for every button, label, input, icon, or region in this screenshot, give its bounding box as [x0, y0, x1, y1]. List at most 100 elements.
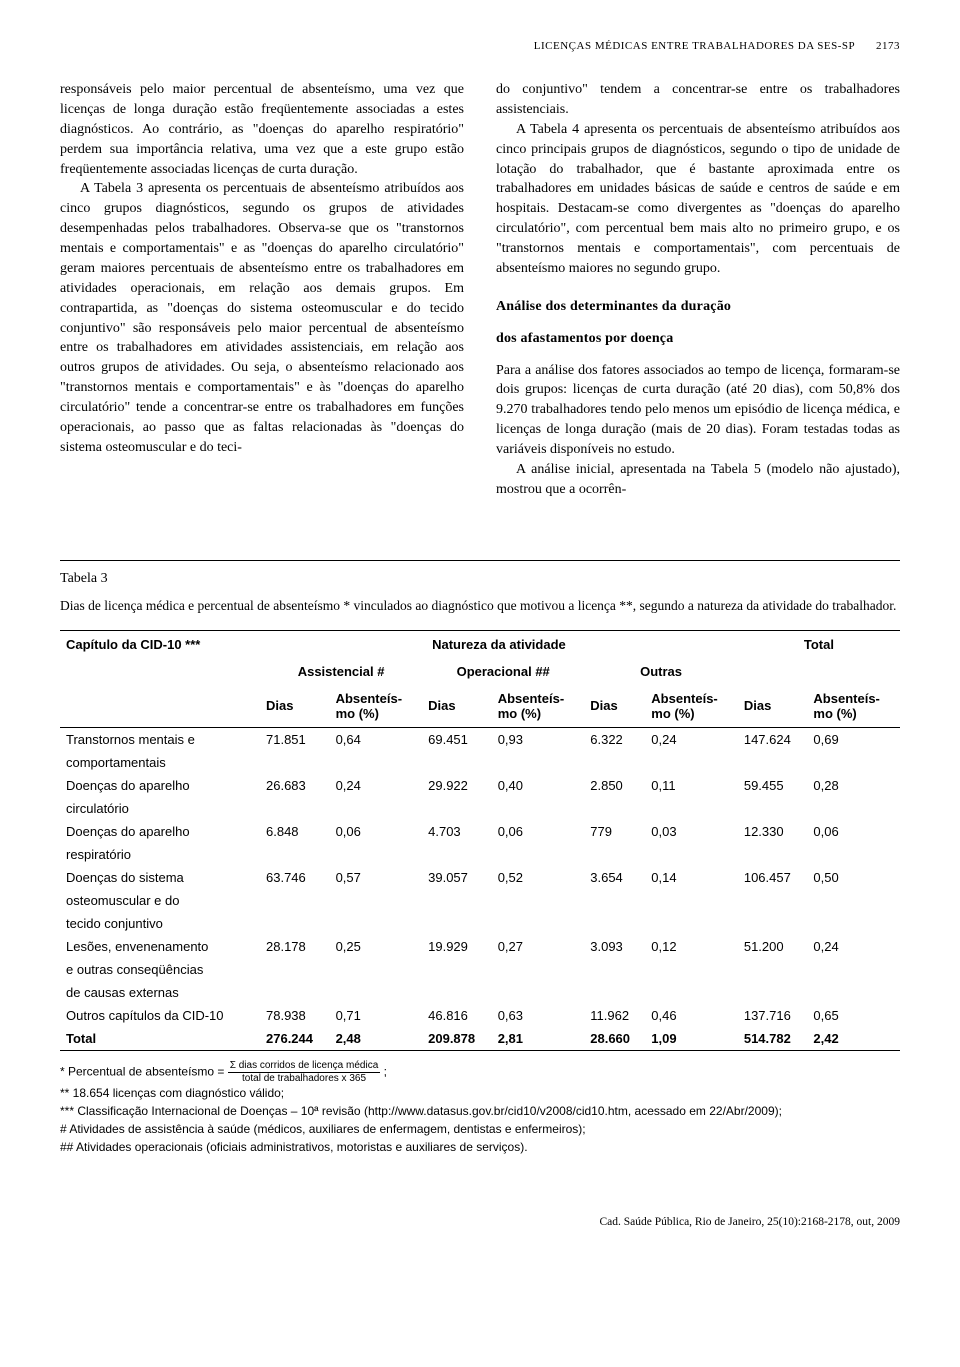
body-paragraph: do conjuntivo" tendem a concentrar-se en… — [496, 80, 900, 120]
cell: 0,50 — [807, 866, 900, 889]
cell — [330, 751, 423, 774]
col-subheader: Absenteís-mo (%) — [645, 685, 738, 728]
row-label: Outros capítulos da CID-10 — [60, 1004, 260, 1027]
cell: 4.703 — [422, 820, 492, 843]
cell — [807, 843, 900, 866]
cell — [645, 958, 738, 981]
cell — [584, 981, 645, 1004]
cell — [584, 958, 645, 981]
cell: 0,14 — [645, 866, 738, 889]
cell: 39.057 — [422, 866, 492, 889]
cell: 0,28 — [807, 774, 900, 797]
cell — [738, 981, 808, 1004]
cell: 514.782 — [738, 1027, 808, 1051]
col-subheader: Absenteís-mo (%) — [330, 685, 423, 728]
table-row: Lesões, envenenamento28.1780,2519.9290,2… — [60, 935, 900, 958]
table-3: Tabela 3 Dias de licença médica e percen… — [60, 560, 900, 1156]
cell — [492, 751, 585, 774]
row-label: tecido conjuntivo — [60, 912, 260, 935]
section-heading: Análise dos determinantes da duração — [496, 297, 900, 317]
row-label: comportamentais — [60, 751, 260, 774]
cell — [492, 797, 585, 820]
table-footnotes: * Percentual de absenteísmo = Σ dias cor… — [60, 1061, 900, 1156]
cell: 69.451 — [422, 727, 492, 751]
table-row: Doenças do aparelho26.6830,2429.9220,402… — [60, 774, 900, 797]
cell: 46.816 — [422, 1004, 492, 1027]
col-subheader: Assistencial # — [260, 658, 422, 685]
cell — [260, 751, 330, 774]
cell — [738, 843, 808, 866]
cell: 2,48 — [330, 1027, 423, 1051]
cell — [260, 912, 330, 935]
cell: 51.200 — [738, 935, 808, 958]
cell — [422, 797, 492, 820]
cell: 209.878 — [422, 1027, 492, 1051]
cell: 0,27 — [492, 935, 585, 958]
table-row: Transtornos mentais e71.8510,6469.4510,9… — [60, 727, 900, 751]
row-label: respiratório — [60, 843, 260, 866]
cell: 11.962 — [584, 1004, 645, 1027]
cell — [738, 751, 808, 774]
cell: 0,46 — [645, 1004, 738, 1027]
cell: 19.929 — [422, 935, 492, 958]
cell — [584, 751, 645, 774]
cell — [330, 981, 423, 1004]
row-label: Doenças do aparelho — [60, 820, 260, 843]
cell — [807, 981, 900, 1004]
running-header: LICENÇAS MÉDICAS ENTRE TRABALHADORES DA … — [60, 40, 900, 52]
table-row: e outras conseqüências — [60, 958, 900, 981]
cell: 12.330 — [738, 820, 808, 843]
cell: 0,40 — [492, 774, 585, 797]
cell — [330, 958, 423, 981]
body-paragraph: Para a análise dos fatores associados ao… — [496, 361, 900, 460]
footnote: ## Atividades operacionais (oficiais adm… — [60, 1138, 900, 1156]
cell: 0,64 — [330, 727, 423, 751]
table-row: circulatório — [60, 797, 900, 820]
right-column: do conjuntivo" tendem a concentrar-se en… — [496, 80, 900, 500]
cell: 59.455 — [738, 774, 808, 797]
cell — [492, 981, 585, 1004]
cell: 2.850 — [584, 774, 645, 797]
table-row: osteomuscular e do — [60, 889, 900, 912]
row-label: osteomuscular e do — [60, 889, 260, 912]
table-row: Doenças do sistema63.7460,5739.0570,523.… — [60, 866, 900, 889]
cell — [807, 912, 900, 935]
cell: 6.848 — [260, 820, 330, 843]
cell — [422, 843, 492, 866]
row-label: e outras conseqüências — [60, 958, 260, 981]
cell: 0,24 — [330, 774, 423, 797]
cell — [584, 912, 645, 935]
cell — [330, 797, 423, 820]
col-header: Capítulo da CID-10 *** — [60, 630, 260, 727]
body-paragraph: A análise inicial, apresentada na Tabela… — [496, 460, 900, 500]
row-label: circulatório — [60, 797, 260, 820]
row-label: Transtornos mentais e — [60, 727, 260, 751]
cell — [260, 843, 330, 866]
cell — [807, 889, 900, 912]
body-paragraph: A Tabela 3 apresenta os percentuais de a… — [60, 179, 464, 457]
table-header: Capítulo da CID-10 *** Natureza da ativi… — [60, 630, 900, 727]
cell — [492, 958, 585, 981]
cell — [807, 797, 900, 820]
journal-footer: Cad. Saúde Pública, Rio de Janeiro, 25(1… — [60, 1216, 900, 1228]
footnote: *** Classificação Internacional de Doenç… — [60, 1102, 900, 1120]
col-subheader: Outras — [584, 658, 738, 685]
cell — [807, 751, 900, 774]
cell: 147.624 — [738, 727, 808, 751]
col-header: Total — [738, 630, 900, 685]
cell — [260, 981, 330, 1004]
cell — [738, 912, 808, 935]
cell — [422, 981, 492, 1004]
cell — [260, 889, 330, 912]
row-label: Lesões, envenenamento — [60, 935, 260, 958]
cell: 0,06 — [492, 820, 585, 843]
table-row: Total276.2442,48209.8782,8128.6601,09514… — [60, 1027, 900, 1051]
data-table: Capítulo da CID-10 *** Natureza da ativi… — [60, 630, 900, 1051]
cell: 29.922 — [422, 774, 492, 797]
cell — [645, 797, 738, 820]
cell: 0,69 — [807, 727, 900, 751]
cell: 137.716 — [738, 1004, 808, 1027]
cell — [492, 843, 585, 866]
cell: 71.851 — [260, 727, 330, 751]
cell: 0,63 — [492, 1004, 585, 1027]
